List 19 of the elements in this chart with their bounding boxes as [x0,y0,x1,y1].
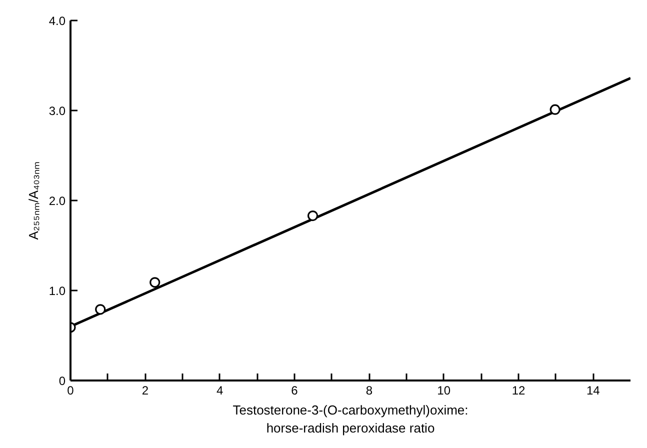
y-tick-label: 3.0 [48,104,66,118]
point [95,304,106,315]
x-tick-label: 6 [291,384,298,398]
x-tick-label: 10 [437,384,451,398]
x-tick-label: 12 [512,384,526,398]
point [150,277,160,288]
x-tick-label: 2 [142,384,149,398]
x-tick-label: 14 [586,384,600,398]
x-tick-label: 8 [366,384,373,398]
y-tick-label: 1.0 [48,284,66,298]
x-axis-title: Testosterone-3-(O-carboxymethyl)oxime: horse-radish peroxidase ratio [232,402,468,436]
x-tick-label: 0 [67,384,74,398]
y-tick-label: 4.0 [48,14,66,28]
y-axis-title: A₂₅₅ₙₘ/A₄₀₃ₙₘ [26,161,41,240]
y-tick-label: 2.0 [48,194,66,208]
point [307,210,318,222]
y-tick-label: 0 [58,374,66,388]
point [550,104,560,115]
x-tick-label: 4 [216,384,224,398]
